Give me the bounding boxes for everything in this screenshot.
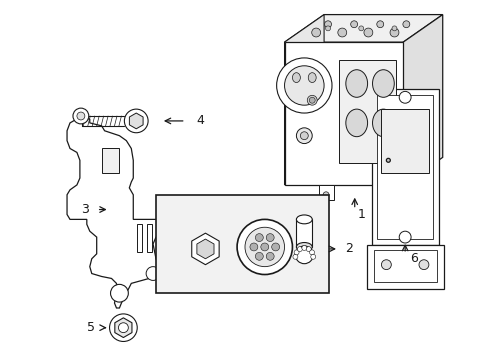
Polygon shape bbox=[197, 239, 214, 259]
Circle shape bbox=[325, 26, 330, 31]
Circle shape bbox=[260, 243, 268, 251]
Circle shape bbox=[146, 267, 160, 280]
Bar bbox=[156, 195, 328, 293]
Bar bbox=[377, 95, 432, 239]
Ellipse shape bbox=[292, 73, 300, 82]
Circle shape bbox=[301, 246, 306, 251]
Circle shape bbox=[265, 234, 274, 242]
Text: 3: 3 bbox=[81, 203, 89, 216]
Circle shape bbox=[276, 58, 331, 113]
Circle shape bbox=[249, 243, 257, 251]
Circle shape bbox=[124, 109, 148, 133]
Circle shape bbox=[110, 284, 128, 302]
Circle shape bbox=[386, 158, 389, 162]
Circle shape bbox=[284, 66, 324, 105]
Circle shape bbox=[305, 247, 310, 252]
Ellipse shape bbox=[372, 109, 393, 137]
Bar bbox=[137, 224, 142, 252]
Circle shape bbox=[358, 26, 363, 31]
Polygon shape bbox=[129, 113, 143, 129]
Circle shape bbox=[308, 97, 315, 103]
Circle shape bbox=[324, 21, 331, 28]
Circle shape bbox=[323, 192, 328, 198]
Ellipse shape bbox=[307, 73, 316, 82]
Bar bbox=[371, 89, 438, 245]
Bar bbox=[102, 148, 119, 173]
Circle shape bbox=[381, 260, 390, 270]
Polygon shape bbox=[115, 318, 132, 338]
Polygon shape bbox=[319, 185, 333, 200]
Circle shape bbox=[363, 28, 372, 37]
Circle shape bbox=[109, 314, 137, 342]
Circle shape bbox=[244, 227, 284, 267]
Circle shape bbox=[294, 250, 299, 255]
Circle shape bbox=[402, 21, 409, 28]
Text: 5: 5 bbox=[86, 321, 95, 334]
Circle shape bbox=[118, 323, 128, 333]
Polygon shape bbox=[284, 15, 442, 42]
Bar bbox=[381, 109, 428, 173]
Circle shape bbox=[271, 243, 279, 251]
Text: 4: 4 bbox=[196, 114, 204, 127]
Circle shape bbox=[376, 21, 383, 28]
Circle shape bbox=[391, 26, 396, 31]
Circle shape bbox=[295, 246, 313, 264]
Circle shape bbox=[292, 254, 297, 259]
Text: 1: 1 bbox=[357, 208, 365, 221]
Polygon shape bbox=[191, 233, 219, 265]
Polygon shape bbox=[402, 15, 442, 185]
Circle shape bbox=[297, 247, 302, 252]
Bar bbox=[284, 42, 402, 185]
Circle shape bbox=[337, 28, 346, 37]
Bar bbox=[366, 245, 443, 289]
Ellipse shape bbox=[372, 70, 393, 97]
Polygon shape bbox=[67, 109, 163, 308]
Polygon shape bbox=[284, 15, 324, 185]
Bar bbox=[146, 224, 151, 252]
Circle shape bbox=[73, 108, 89, 124]
Circle shape bbox=[306, 95, 317, 105]
Circle shape bbox=[237, 219, 292, 275]
Circle shape bbox=[389, 28, 398, 37]
Circle shape bbox=[310, 254, 315, 259]
Circle shape bbox=[384, 156, 391, 164]
Ellipse shape bbox=[296, 243, 311, 251]
Ellipse shape bbox=[345, 70, 367, 97]
Circle shape bbox=[77, 112, 84, 120]
Circle shape bbox=[265, 252, 274, 260]
Ellipse shape bbox=[296, 215, 311, 224]
Bar bbox=[373, 250, 436, 282]
Circle shape bbox=[300, 132, 307, 140]
Circle shape bbox=[418, 260, 428, 270]
Circle shape bbox=[296, 128, 311, 144]
Text: 2: 2 bbox=[344, 242, 352, 255]
Text: 6: 6 bbox=[409, 252, 417, 265]
Bar bbox=[338, 60, 395, 163]
Circle shape bbox=[255, 234, 263, 242]
Circle shape bbox=[350, 21, 357, 28]
Circle shape bbox=[255, 252, 263, 260]
Bar bbox=[296, 219, 311, 247]
Circle shape bbox=[309, 250, 314, 255]
Circle shape bbox=[311, 28, 320, 37]
Circle shape bbox=[398, 231, 410, 243]
Circle shape bbox=[398, 91, 410, 103]
Ellipse shape bbox=[345, 109, 367, 137]
